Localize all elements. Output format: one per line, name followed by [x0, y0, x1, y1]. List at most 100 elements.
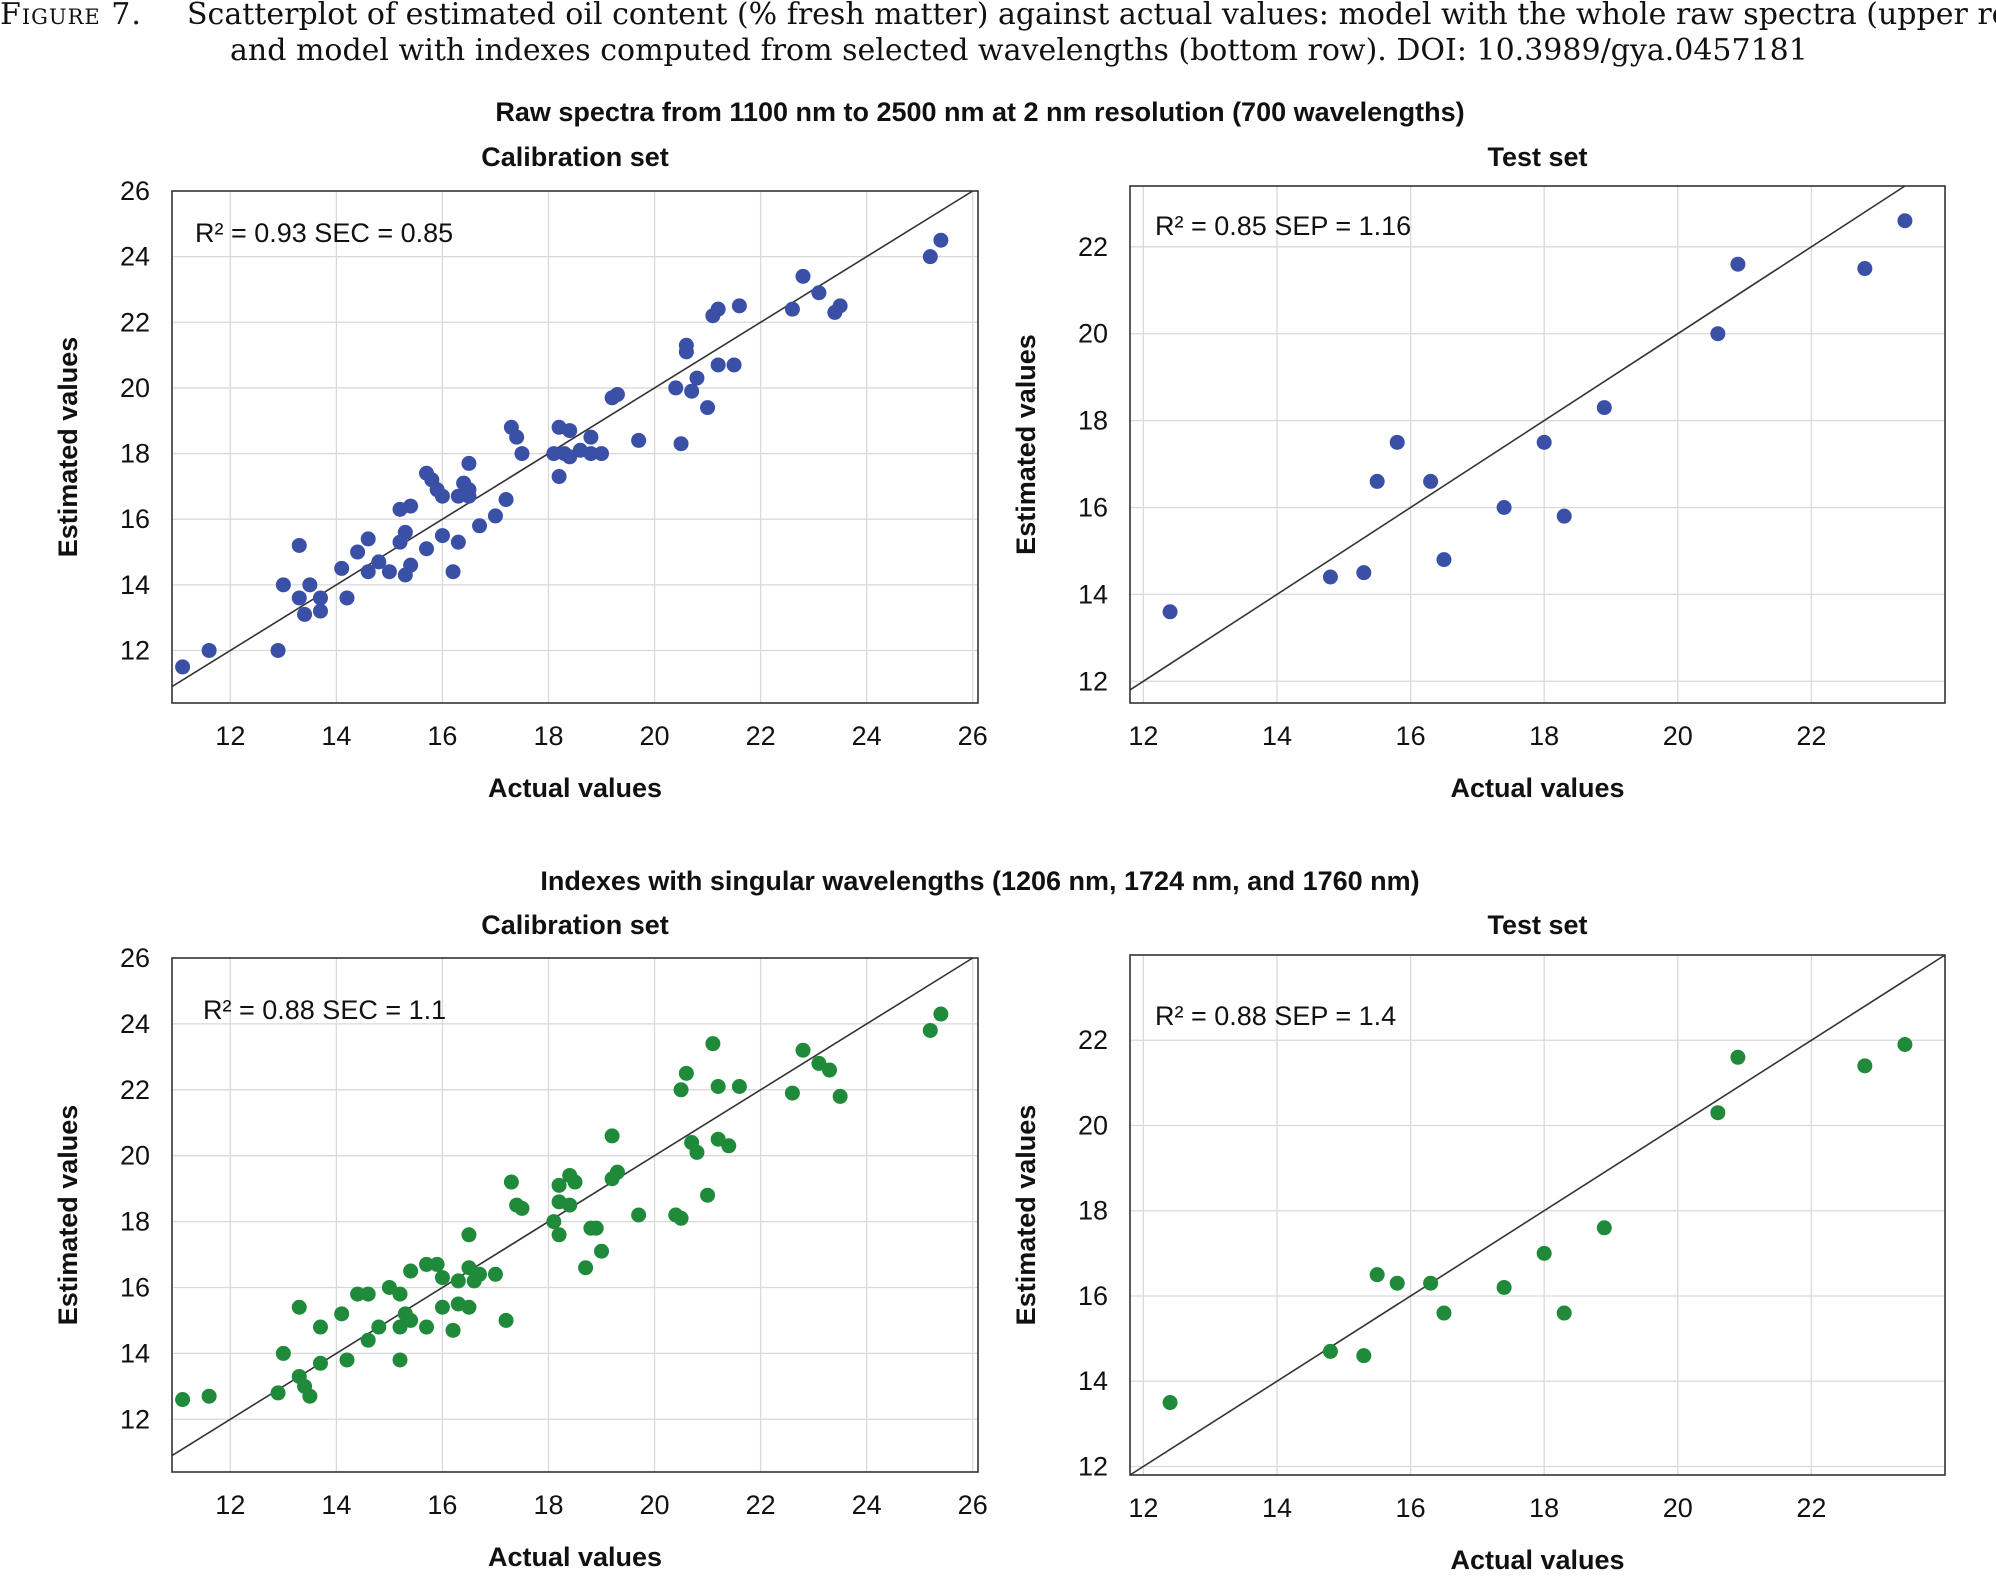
data-point-6: [1436, 552, 1452, 568]
x-tick-label-4: 20: [1663, 721, 1693, 751]
data-point-49: [583, 429, 599, 445]
y-tick-label-3: 18: [1078, 1196, 1108, 1226]
data-point-50: [583, 446, 599, 462]
y-tick-label-0: 12: [120, 635, 150, 665]
data-point-62: [700, 1187, 716, 1203]
y-tick-label-7: 26: [120, 176, 150, 206]
data-point-16: [381, 564, 397, 580]
identity-line: [171, 190, 974, 688]
data-point-40: [509, 429, 525, 445]
data-point-37: [498, 1312, 514, 1328]
data-point-54: [631, 432, 647, 448]
y-tick-label-7: 26: [120, 943, 150, 973]
x-tick-label-0: 12: [1128, 1493, 1158, 1523]
x-tick-label-6: 24: [852, 1490, 882, 1520]
data-point-33: [461, 1299, 477, 1315]
x-tick-label-0: 12: [1128, 721, 1158, 751]
y-tick-label-2: 16: [1078, 1281, 1108, 1311]
data-point-51: [594, 1243, 610, 1259]
data-point-29: [450, 1273, 466, 1289]
x-tick-label-0: 12: [215, 721, 245, 751]
x-axis-label: Actual values: [1450, 773, 1624, 803]
data-point-3: [275, 577, 291, 593]
data-point-36: [472, 518, 488, 534]
stats-annotation: R² = 0.85 SEP = 1.16: [1155, 211, 1411, 241]
plot-frame: [171, 957, 979, 1473]
data-point-11: [1710, 326, 1726, 342]
y-tick-label-1: 14: [120, 570, 150, 600]
data-point-46: [562, 1197, 578, 1213]
y-tick-label-3: 18: [1078, 406, 1108, 436]
data-point-59: [678, 1065, 694, 1081]
data-point-22: [403, 498, 419, 514]
data-point-42: [551, 1177, 567, 1193]
data-point-58: [673, 1082, 689, 1098]
data-point-9: [312, 1355, 328, 1371]
x-tick-label-7: 26: [958, 1490, 988, 1520]
plot-frame: [171, 190, 979, 704]
data-point-48: [578, 1260, 594, 1276]
data-point-15: [371, 1319, 387, 1335]
data-point-27: [434, 528, 450, 544]
chart-title: Calibration set: [481, 910, 669, 940]
x-tick-label-0: 12: [215, 1490, 245, 1520]
data-point-68: [795, 268, 811, 284]
data-point-72: [922, 249, 938, 265]
data-point-61: [700, 400, 716, 416]
data-point-60: [689, 370, 705, 386]
data-point-27: [434, 1270, 450, 1286]
data-point-34: [461, 455, 477, 471]
data-point-21: [403, 1263, 419, 1279]
chart-title: Test set: [1487, 910, 1587, 940]
data-point-14: [1897, 1037, 1913, 1053]
data-point-17: [392, 1286, 408, 1302]
data-point-29: [445, 564, 461, 580]
y-tick-label-1: 14: [1078, 579, 1108, 609]
data-point-13: [1857, 1058, 1873, 1074]
y-tick-label-6: 24: [120, 1009, 150, 1039]
y-axis-label: Estimated values: [1011, 1105, 1041, 1326]
data-point-40: [514, 1200, 530, 1216]
data-point-8: [312, 1319, 328, 1335]
y-tick-label-3: 18: [120, 439, 150, 469]
y-tick-label-2: 16: [120, 1272, 150, 1302]
data-point-64: [710, 1079, 726, 1094]
data-point-66: [721, 1138, 737, 1154]
figure-caption-line-1: Scatterplot of estimated oil content (% …: [187, 0, 1996, 32]
data-point-1: [201, 642, 217, 658]
y-tick-label-4: 20: [1078, 319, 1108, 349]
x-tick-label-4: 20: [640, 721, 670, 751]
data-point-67: [731, 1079, 747, 1094]
data-point-41: [546, 1214, 562, 1230]
y-tick-label-2: 16: [1078, 492, 1108, 522]
data-point-72: [832, 1088, 848, 1104]
x-tick-label-2: 16: [427, 721, 457, 751]
x-tick-label-2: 16: [1396, 721, 1426, 751]
data-point-58: [678, 337, 694, 353]
data-point-50: [588, 1220, 604, 1236]
chart-index-test: 12 14 16 18 20 22 12 14 16 18 20 22 Test set Actual v…: [1011, 910, 1946, 1575]
data-point-36: [487, 1266, 503, 1282]
row-title-raw-spectra: Raw spectra from 1100 nm to 2500 nm at 2…: [495, 97, 1464, 127]
data-point-4: [1389, 1275, 1405, 1291]
data-point-0: [175, 659, 191, 675]
data-point-1: [1322, 1343, 1338, 1359]
data-point-21: [403, 557, 419, 573]
data-point-2: [270, 1385, 286, 1401]
row-title-indexes: Indexes with singular wavelengths (1206 …: [540, 866, 1419, 896]
data-point-71: [822, 1062, 838, 1078]
x-tick-label-5: 22: [746, 1490, 776, 1520]
data-point-13: [360, 564, 376, 580]
data-point-5: [291, 1299, 307, 1315]
plot-frame: [1129, 185, 1946, 704]
data-point-44: [551, 469, 567, 485]
data-point-6: [297, 606, 313, 622]
data-point-14: [1897, 213, 1913, 229]
y-tick-label-4: 20: [1078, 1110, 1108, 1140]
data-point-12: [350, 544, 366, 560]
data-point-66: [731, 298, 747, 314]
data-point-73: [933, 232, 949, 248]
data-point-2: [1356, 565, 1372, 581]
data-point-55: [631, 1207, 647, 1223]
x-tick-label-3: 18: [1529, 1493, 1559, 1523]
